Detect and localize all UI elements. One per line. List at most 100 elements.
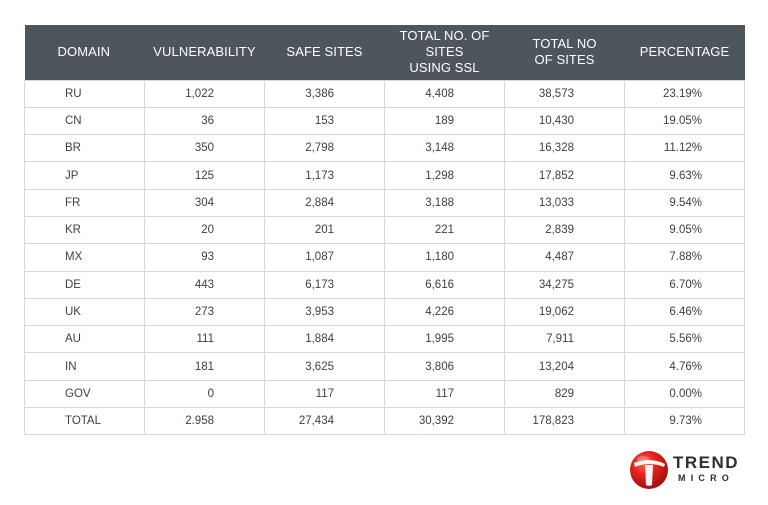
cell-domain: TOTAL (24, 407, 145, 436)
cell-safe-sites: 201 (264, 215, 385, 245)
table-row: KR 20 201 221 2,839 9.05% (24, 215, 745, 245)
table-row: DE 443 6,173 6,616 34,275 6.70% (24, 270, 745, 299)
cell-percentage: 0.00% (624, 379, 745, 409)
cell-domain: BR (24, 134, 145, 163)
header-percentage: PERCENTAGE (639, 44, 730, 60)
cell-percentage: 19.05% (624, 106, 745, 136)
cell-total-ssl: 1,180 (384, 243, 505, 272)
cell-total-sites: 829 (504, 379, 625, 409)
table-row: RU 1,022 3,386 4,408 38,573 23.19% (24, 79, 745, 108)
cell-total-ssl: 1,298 (384, 161, 505, 190)
header-row: DOMAIN VULNERABILITY SAFE SITES TOTAL NO… (24, 25, 745, 80)
cell-domain: MX (24, 243, 145, 272)
cell-total-ssl: 30,392 (384, 407, 505, 436)
table-row: BR 350 2,798 3,148 16,328 11.12% (24, 134, 745, 163)
cell-percentage: 5.56% (624, 325, 745, 354)
cell-vulnerability: 181 (144, 352, 265, 381)
cell-vulnerability: 304 (144, 188, 265, 217)
trend-micro-logo: TREND MICRO (628, 449, 746, 493)
cell-total-sites: 4,487 (504, 243, 625, 272)
cell-percentage: 9.73% (624, 407, 745, 436)
logo-word-trend: TREND (673, 453, 740, 472)
cell-vulnerability: 350 (144, 134, 265, 163)
cell-safe-sites: 3,953 (264, 297, 385, 327)
cell-total-sites: 2,839 (504, 215, 625, 245)
cell-percentage: 9.54% (624, 188, 745, 217)
cell-total-ssl: 117 (384, 379, 505, 409)
cell-safe-sites: 2,884 (264, 188, 385, 217)
cell-vulnerability: 93 (144, 243, 265, 272)
table-row: FR 304 2,884 3,188 13,033 9.54% (24, 188, 745, 217)
cell-vulnerability: 36 (144, 106, 265, 136)
header-total-sites: TOTAL NO OF SITES (532, 36, 597, 68)
cell-vulnerability: 111 (144, 325, 265, 354)
cell-vulnerability: 2.958 (144, 407, 265, 436)
cell-total-sites: 13,204 (504, 352, 625, 381)
table-row: UK 273 3,953 4,226 19,062 6.46% (24, 297, 745, 327)
cell-safe-sites: 1,884 (264, 325, 385, 354)
cell-safe-sites: 1,087 (264, 243, 385, 272)
cell-total-sites: 34,275 (504, 270, 625, 299)
cell-total-sites: 7,911 (504, 325, 625, 354)
cell-total-ssl: 189 (384, 106, 505, 136)
cell-total-sites: 19,062 (504, 297, 625, 327)
cell-total-ssl: 3,806 (384, 352, 505, 381)
cell-domain: DE (24, 270, 145, 299)
logo-word-micro: MICRO (678, 473, 734, 483)
table-body: RU 1,022 3,386 4,408 38,573 23.19% CN 36 153 189 1… (24, 79, 745, 436)
cell-total-sites: 178,823 (504, 407, 625, 436)
cell-safe-sites: 153 (264, 106, 385, 136)
cell-total-sites: 10,430 (504, 106, 625, 136)
cell-total-ssl: 221 (384, 215, 505, 245)
cell-total-ssl: 4,226 (384, 297, 505, 327)
cell-total-ssl: 1,995 (384, 325, 505, 354)
cell-total-ssl: 3,148 (384, 134, 505, 163)
header-safe-sites: SAFE SITES (286, 44, 363, 60)
cell-total-ssl: 6,616 (384, 270, 505, 299)
cell-percentage: 9.63% (624, 161, 745, 190)
table-row: TOTAL 2.958 27,434 30,392 178,823 9.73% (24, 407, 745, 436)
cell-vulnerability: 20 (144, 215, 265, 245)
header-total-ssl: TOTAL NO. OF SITES USING SSL (399, 28, 490, 76)
table-row: IN 181 3,625 3,806 13,204 4.76% (24, 352, 745, 381)
cell-domain: CN (24, 106, 145, 136)
cell-percentage: 6.70% (624, 270, 745, 299)
ssl-sites-table: DOMAIN VULNERABILITY SAFE SITES TOTAL NO… (24, 25, 745, 436)
cell-domain: JP (24, 161, 145, 190)
cell-safe-sites: 117 (264, 379, 385, 409)
cell-percentage: 7.88% (624, 243, 745, 272)
cell-domain: FR (24, 188, 145, 217)
cell-total-sites: 13,033 (504, 188, 625, 217)
cell-safe-sites: 6,173 (264, 270, 385, 299)
cell-vulnerability: 443 (144, 270, 265, 299)
cell-domain: RU (24, 79, 145, 108)
table-header: DOMAIN VULNERABILITY SAFE SITES TOTAL NO… (24, 25, 745, 80)
trend-micro-ball-icon (630, 451, 668, 489)
cell-percentage: 23.19% (624, 79, 745, 108)
cell-domain: AU (24, 325, 145, 354)
cell-domain: UK (24, 297, 145, 327)
cell-safe-sites: 27,434 (264, 407, 385, 436)
table-row: JP 125 1,173 1,298 17,852 9.63% (24, 161, 745, 190)
cell-total-sites: 16,328 (504, 134, 625, 163)
cell-vulnerability: 125 (144, 161, 265, 190)
cell-domain: KR (24, 215, 145, 245)
cell-vulnerability: 273 (144, 297, 265, 327)
table-row: MX 93 1,087 1,180 4,487 7.88% (24, 243, 745, 272)
cell-safe-sites: 3,386 (264, 79, 385, 108)
table-row: AU 111 1,884 1,995 7,911 5.56% (24, 325, 745, 354)
cell-percentage: 4.76% (624, 352, 745, 381)
cell-percentage: 9.05% (624, 215, 745, 245)
cell-total-ssl: 3,188 (384, 188, 505, 217)
cell-vulnerability: 0 (144, 379, 265, 409)
cell-safe-sites: 3,625 (264, 352, 385, 381)
header-vulnerability: VULNERABILITY (153, 44, 256, 60)
cell-total-sites: 17,852 (504, 161, 625, 190)
cell-vulnerability: 1,022 (144, 79, 265, 108)
cell-percentage: 11.12% (624, 134, 745, 163)
cell-safe-sites: 2,798 (264, 134, 385, 163)
table-row: CN 36 153 189 10,430 19.05% (24, 106, 745, 136)
cell-safe-sites: 1,173 (264, 161, 385, 190)
cell-domain: IN (24, 352, 145, 381)
